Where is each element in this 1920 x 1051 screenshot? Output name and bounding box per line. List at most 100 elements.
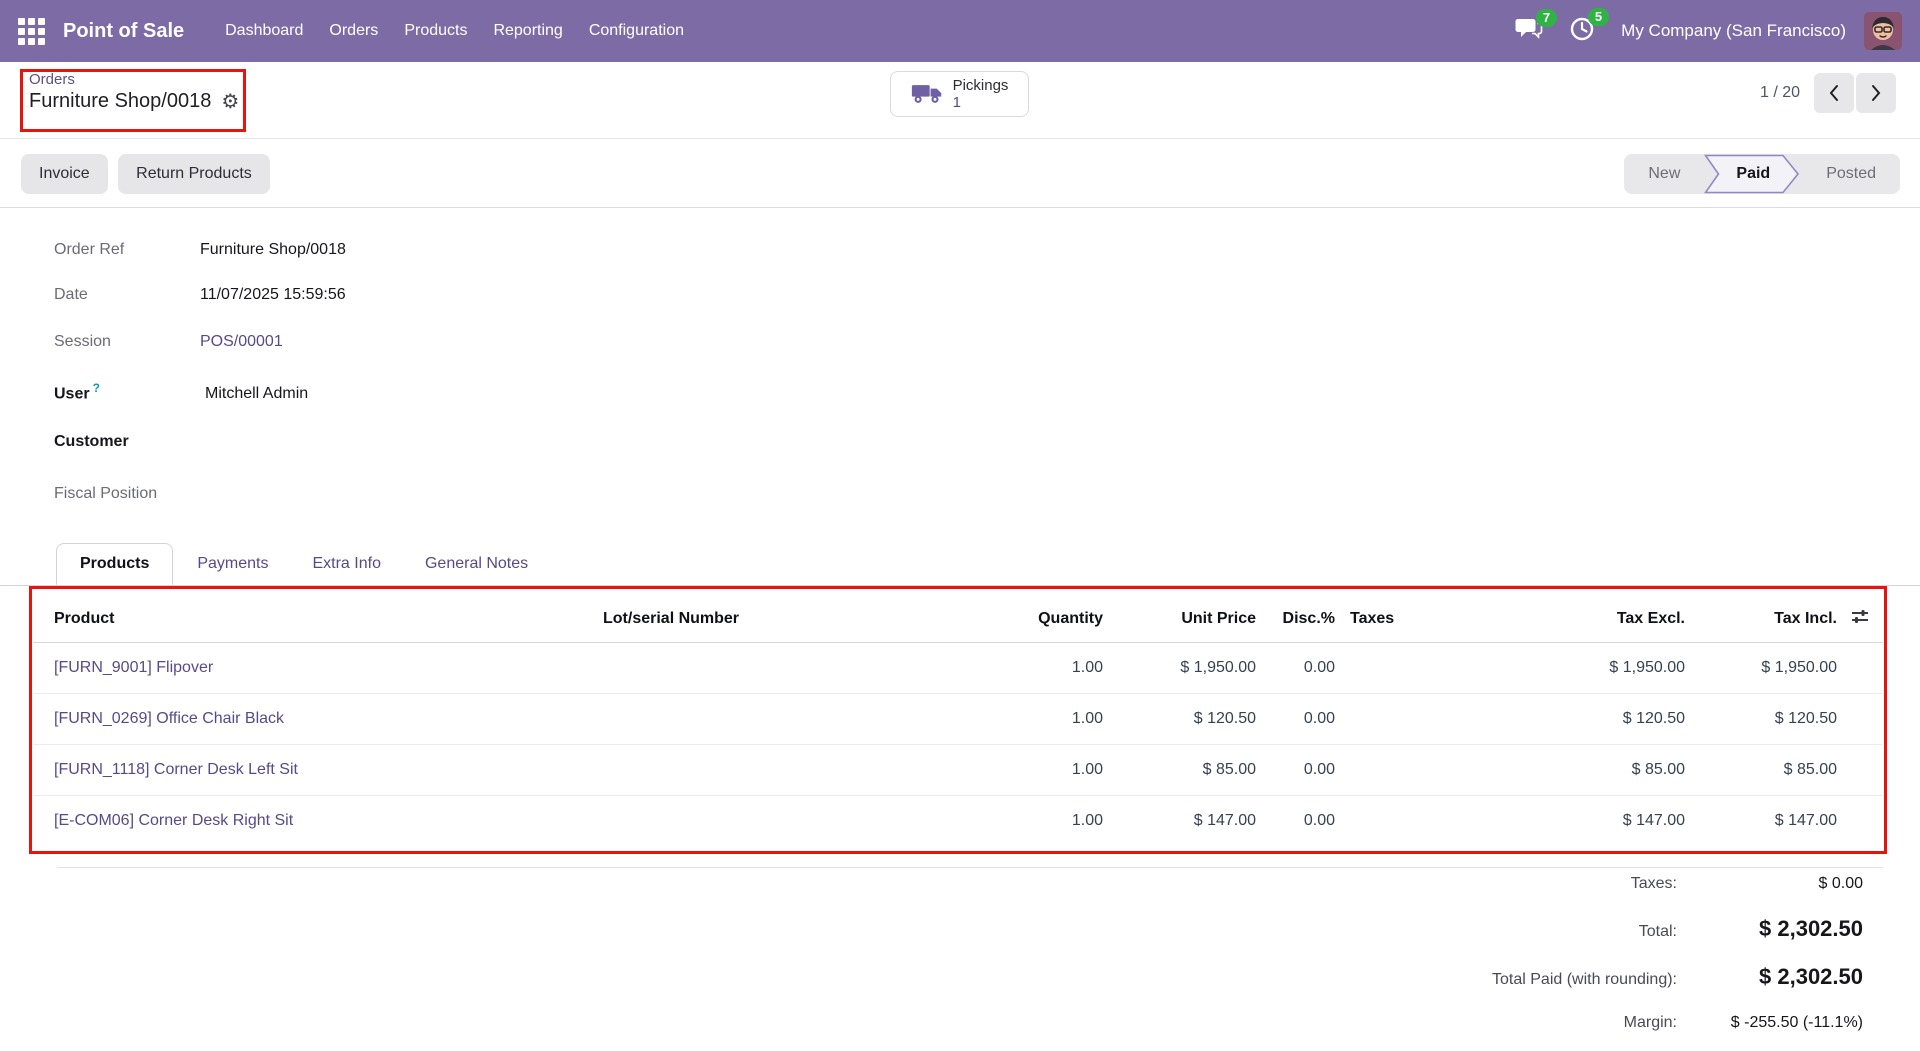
status-arrow-shape	[1704, 154, 1800, 194]
status-step-paid[interactable]: Paid	[1704, 154, 1802, 194]
messages-icon[interactable]: 7	[1515, 8, 1558, 46]
totals-divider	[57, 867, 1883, 868]
cell-tax-excl: $ 85.00	[1560, 744, 1685, 796]
cell-quantity[interactable]: 1.00	[1071, 811, 1103, 829]
field-order-ref: Order Ref Furniture Shop/0018	[54, 241, 346, 259]
navbar-systray: 7 5 My Company (San Francisco)	[1515, 7, 1902, 50]
menu-dashboard[interactable]: Dashboard	[225, 22, 304, 39]
notebook-tabs: Products Payments Extra Info General Not…	[56, 542, 572, 585]
cell-lot[interactable]	[603, 744, 963, 796]
pager-previous-button[interactable]	[1814, 73, 1854, 113]
cell-taxes[interactable]	[1335, 795, 1560, 846]
cell-lot[interactable]	[603, 693, 963, 745]
tab-general-notes[interactable]: General Notes	[424, 555, 529, 572]
table-row[interactable]: [E-COM06] Corner Desk Right Sit 1.00 $ 1…	[33, 795, 1883, 846]
table-row[interactable]: [FURN_0269] Office Chair Black 1.00 $ 12…	[33, 693, 1883, 745]
cell-quantity[interactable]: 1.00	[963, 693, 1103, 745]
totals-margin: Margin: $ -255.50 (-11.1%)	[903, 1014, 1883, 1032]
field-date: Date 11/07/2025 15:59:56	[54, 286, 346, 304]
apps-grid-icon[interactable]	[18, 17, 45, 45]
products-table: Product Lot/serial Number Quantity Unit …	[33, 597, 1883, 846]
columns-settings-icon[interactable]	[1837, 597, 1883, 643]
cell-taxes[interactable]	[1335, 642, 1560, 694]
control-panel: Orders Furniture Shop/0018 ⚙ Pickings 1 …	[0, 62, 1920, 138]
tab-extra-info[interactable]: Extra Info	[312, 555, 381, 572]
total-paid-label: Total Paid (with rounding):	[1492, 971, 1677, 988]
cell-unit-price[interactable]: $ 1,950.00	[1103, 642, 1256, 694]
cell-tax-incl: $ 120.50	[1685, 693, 1837, 745]
total-value: $ 2,302.50	[1759, 916, 1863, 941]
tab-products[interactable]: Products	[56, 543, 174, 585]
pickings-count: 1	[952, 94, 961, 111]
cell-unit-price[interactable]: $ 85.00	[1103, 744, 1256, 796]
main-menu: Dashboard Orders Products Reporting Conf…	[212, 16, 697, 46]
menu-orders[interactable]: Orders	[329, 22, 379, 39]
totals-taxes: Taxes: $ 0.00	[903, 875, 1883, 893]
cell-disc[interactable]: 0.00	[1256, 744, 1335, 796]
cell-taxes[interactable]	[1335, 693, 1560, 745]
menu-configuration[interactable]: Configuration	[588, 22, 684, 39]
header-quantity[interactable]: Quantity	[963, 597, 1103, 643]
header-lot-serial[interactable]: Lot/serial Number	[603, 597, 963, 643]
next-icon	[1872, 85, 1881, 101]
company-switcher[interactable]: My Company (San Francisco)	[1621, 21, 1846, 40]
margin-value: $ -255.50 (-11.1%)	[1730, 1014, 1863, 1031]
status-step-posted[interactable]: Posted	[1826, 165, 1876, 182]
pager: 1 / 20	[1760, 73, 1896, 113]
user-value[interactable]: Mitchell Admin	[205, 385, 309, 403]
tabs-underline	[0, 585, 1920, 586]
taxes-total-label: Taxes:	[1630, 875, 1677, 892]
table-row[interactable]: [FURN_1118] Corner Desk Left Sit 1.00 $ …	[33, 744, 1883, 796]
cell-quantity[interactable]: 1.00	[963, 744, 1103, 796]
session-link[interactable]: POS/00001	[200, 333, 283, 350]
tab-payments[interactable]: Payments	[197, 555, 269, 572]
form-sheet: Order Ref Furniture Shop/0018 Date 11/07…	[0, 207, 1920, 1051]
cell-lot[interactable]	[603, 642, 963, 694]
cell-disc[interactable]: 0.00	[1256, 642, 1335, 694]
product-link[interactable]: [FURN_0269] Office Chair Black	[54, 709, 285, 727]
order-ref-label: Order Ref	[54, 241, 125, 258]
customer-label: Customer	[54, 433, 129, 450]
product-link[interactable]: [E-COM06] Corner Desk Right Sit	[54, 811, 294, 829]
app-name[interactable]: Point of Sale	[63, 19, 185, 42]
status-step-new[interactable]: New	[1648, 165, 1681, 182]
cell-disc[interactable]: 0.00	[1256, 693, 1335, 745]
product-link[interactable]: [FURN_1118] Corner Desk Left Sit	[54, 760, 298, 778]
cell-disc[interactable]: 0.00	[1303, 811, 1335, 829]
cell-taxes[interactable]	[1335, 744, 1560, 796]
header-tax-excl[interactable]: Tax Excl.	[1560, 597, 1685, 643]
help-icon[interactable]: ?	[92, 381, 100, 395]
header-product[interactable]: Product	[33, 597, 603, 643]
page-title: Furniture Shop/0018	[29, 90, 212, 112]
total-label: Total:	[1638, 923, 1677, 940]
return-products-button[interactable]: Return Products	[118, 154, 270, 194]
products-table-header-row: Product Lot/serial Number Quantity Unit …	[33, 597, 1883, 643]
table-row[interactable]: [FURN_9001] Flipover 1.00 $ 1,950.00 0.0…	[33, 642, 1883, 694]
activities-icon[interactable]: 5	[1569, 7, 1610, 47]
invoice-button[interactable]: Invoice	[21, 154, 108, 194]
pager-next-button[interactable]	[1856, 73, 1896, 113]
header-taxes[interactable]: Taxes	[1335, 597, 1560, 643]
cell-quantity[interactable]: 1.00	[963, 642, 1103, 694]
cell-unit-price[interactable]: $ 147.00	[1193, 811, 1256, 829]
menu-products[interactable]: Products	[404, 22, 468, 39]
breadcrumb: Orders Furniture Shop/0018 ⚙	[29, 71, 239, 113]
totals-total: Total: $ 2,302.50	[903, 916, 1883, 942]
order-ref-value: Furniture Shop/0018	[200, 241, 346, 258]
field-customer: Customer	[54, 433, 200, 451]
breadcrumb-orders-link[interactable]: Orders	[29, 71, 75, 88]
pickings-button[interactable]: Pickings 1	[890, 71, 1029, 117]
cell-unit-price[interactable]: $ 120.50	[1103, 693, 1256, 745]
cell-tax-excl: $ 147.00	[1622, 811, 1685, 829]
header-unit-price[interactable]: Unit Price	[1103, 597, 1256, 643]
header-tax-incl[interactable]: Tax Incl.	[1685, 597, 1837, 643]
top-navbar: Point of Sale Dashboard Orders Products …	[0, 0, 1920, 62]
avatar[interactable]	[1864, 12, 1902, 50]
product-link[interactable]: [FURN_9001] Flipover	[54, 658, 214, 676]
menu-reporting[interactable]: Reporting	[493, 22, 563, 39]
header-disc[interactable]: Disc.%	[1256, 597, 1335, 643]
cell-tax-incl: $ 147.00	[1774, 811, 1837, 829]
cell-lot[interactable]	[603, 795, 963, 846]
cell-tax-incl: $ 85.00	[1685, 744, 1837, 796]
gear-icon[interactable]: ⚙	[221, 90, 240, 113]
